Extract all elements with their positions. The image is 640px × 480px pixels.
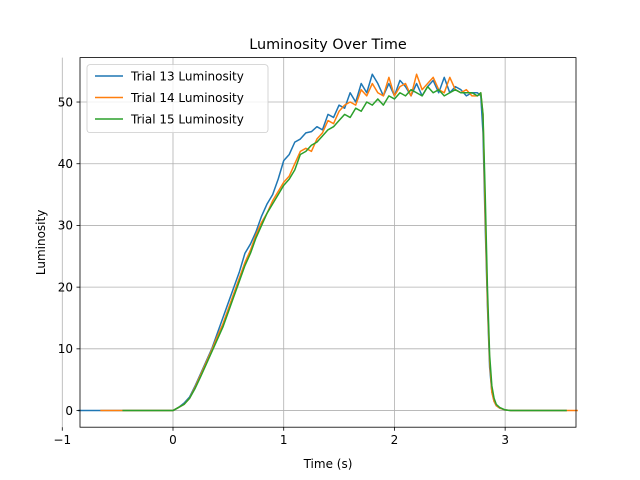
x-tick-label: 2	[391, 433, 399, 447]
legend-label-2: Trial 14 Luminosity	[130, 91, 244, 105]
y-tick-label: 50	[58, 95, 73, 109]
legend-box	[86, 64, 269, 133]
y-tick-label: 40	[58, 157, 73, 171]
series-line-3	[122, 85, 567, 412]
legend-label-1: Trial 13 Luminosity	[130, 69, 244, 83]
x-tick-label: 3	[501, 433, 509, 447]
series-lines	[78, 73, 578, 412]
legend: Trial 13 Luminosity Trial 14 Luminosity Tr…	[86, 64, 269, 133]
legend-label-3: Trial 15 Luminosity	[130, 112, 244, 126]
y-tick-label: 30	[58, 219, 73, 233]
y-tick-label: 0	[65, 404, 73, 418]
plot-frame	[79, 57, 577, 428]
x-axis-label: Time (s)	[303, 457, 353, 471]
y-tick-label: 10	[58, 342, 73, 356]
x-tick-label: −1	[53, 433, 71, 447]
chart-title: Luminosity Over Time	[249, 37, 407, 53]
y-tick-label: 20	[58, 280, 73, 294]
x-tick-label: 0	[169, 433, 177, 447]
y-axis-label: Luminosity	[34, 210, 48, 275]
x-tick-label: 1	[280, 433, 288, 447]
